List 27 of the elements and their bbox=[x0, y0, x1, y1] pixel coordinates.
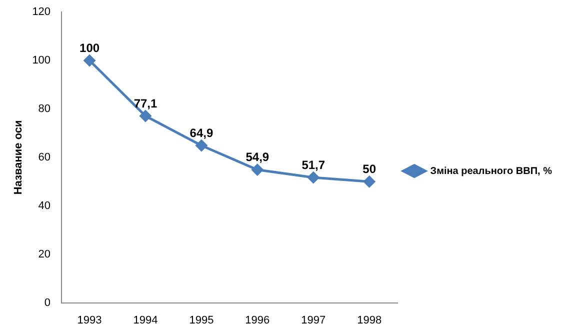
x-tick-label: 1993 bbox=[77, 314, 102, 326]
x-tick-label: 1995 bbox=[189, 314, 214, 326]
data-label: 51,7 bbox=[302, 158, 326, 172]
x-tick-label: 1997 bbox=[301, 314, 326, 326]
data-label: 100 bbox=[80, 40, 100, 55]
y-tick-label: 120 bbox=[32, 6, 51, 18]
y-tick-label: 20 bbox=[38, 248, 51, 260]
legend-label: Зміна реального ВВП, % bbox=[430, 166, 552, 177]
y-tick-label: 100 bbox=[32, 54, 51, 66]
x-tick-label: 1996 bbox=[245, 314, 270, 326]
point bbox=[364, 176, 376, 188]
y-tick-label: 40 bbox=[38, 200, 51, 212]
y-tick-label: 60 bbox=[38, 151, 51, 164]
y-axis-title: Название оси bbox=[12, 120, 25, 195]
point bbox=[140, 110, 152, 122]
point bbox=[84, 54, 96, 66]
point bbox=[196, 140, 208, 152]
point bbox=[308, 172, 320, 184]
data-label: 54,9 bbox=[246, 150, 270, 164]
data-label: 64,9 bbox=[190, 126, 214, 140]
data-label: 77,1 bbox=[134, 96, 158, 110]
point bbox=[252, 164, 264, 176]
data-label: 50 bbox=[362, 162, 376, 176]
x-tick-label: 1994 bbox=[133, 314, 158, 326]
y-tick-label: 0 bbox=[44, 296, 51, 309]
x-tick-label: 1998 bbox=[357, 314, 382, 326]
y-tick-label: 80 bbox=[38, 102, 51, 115]
